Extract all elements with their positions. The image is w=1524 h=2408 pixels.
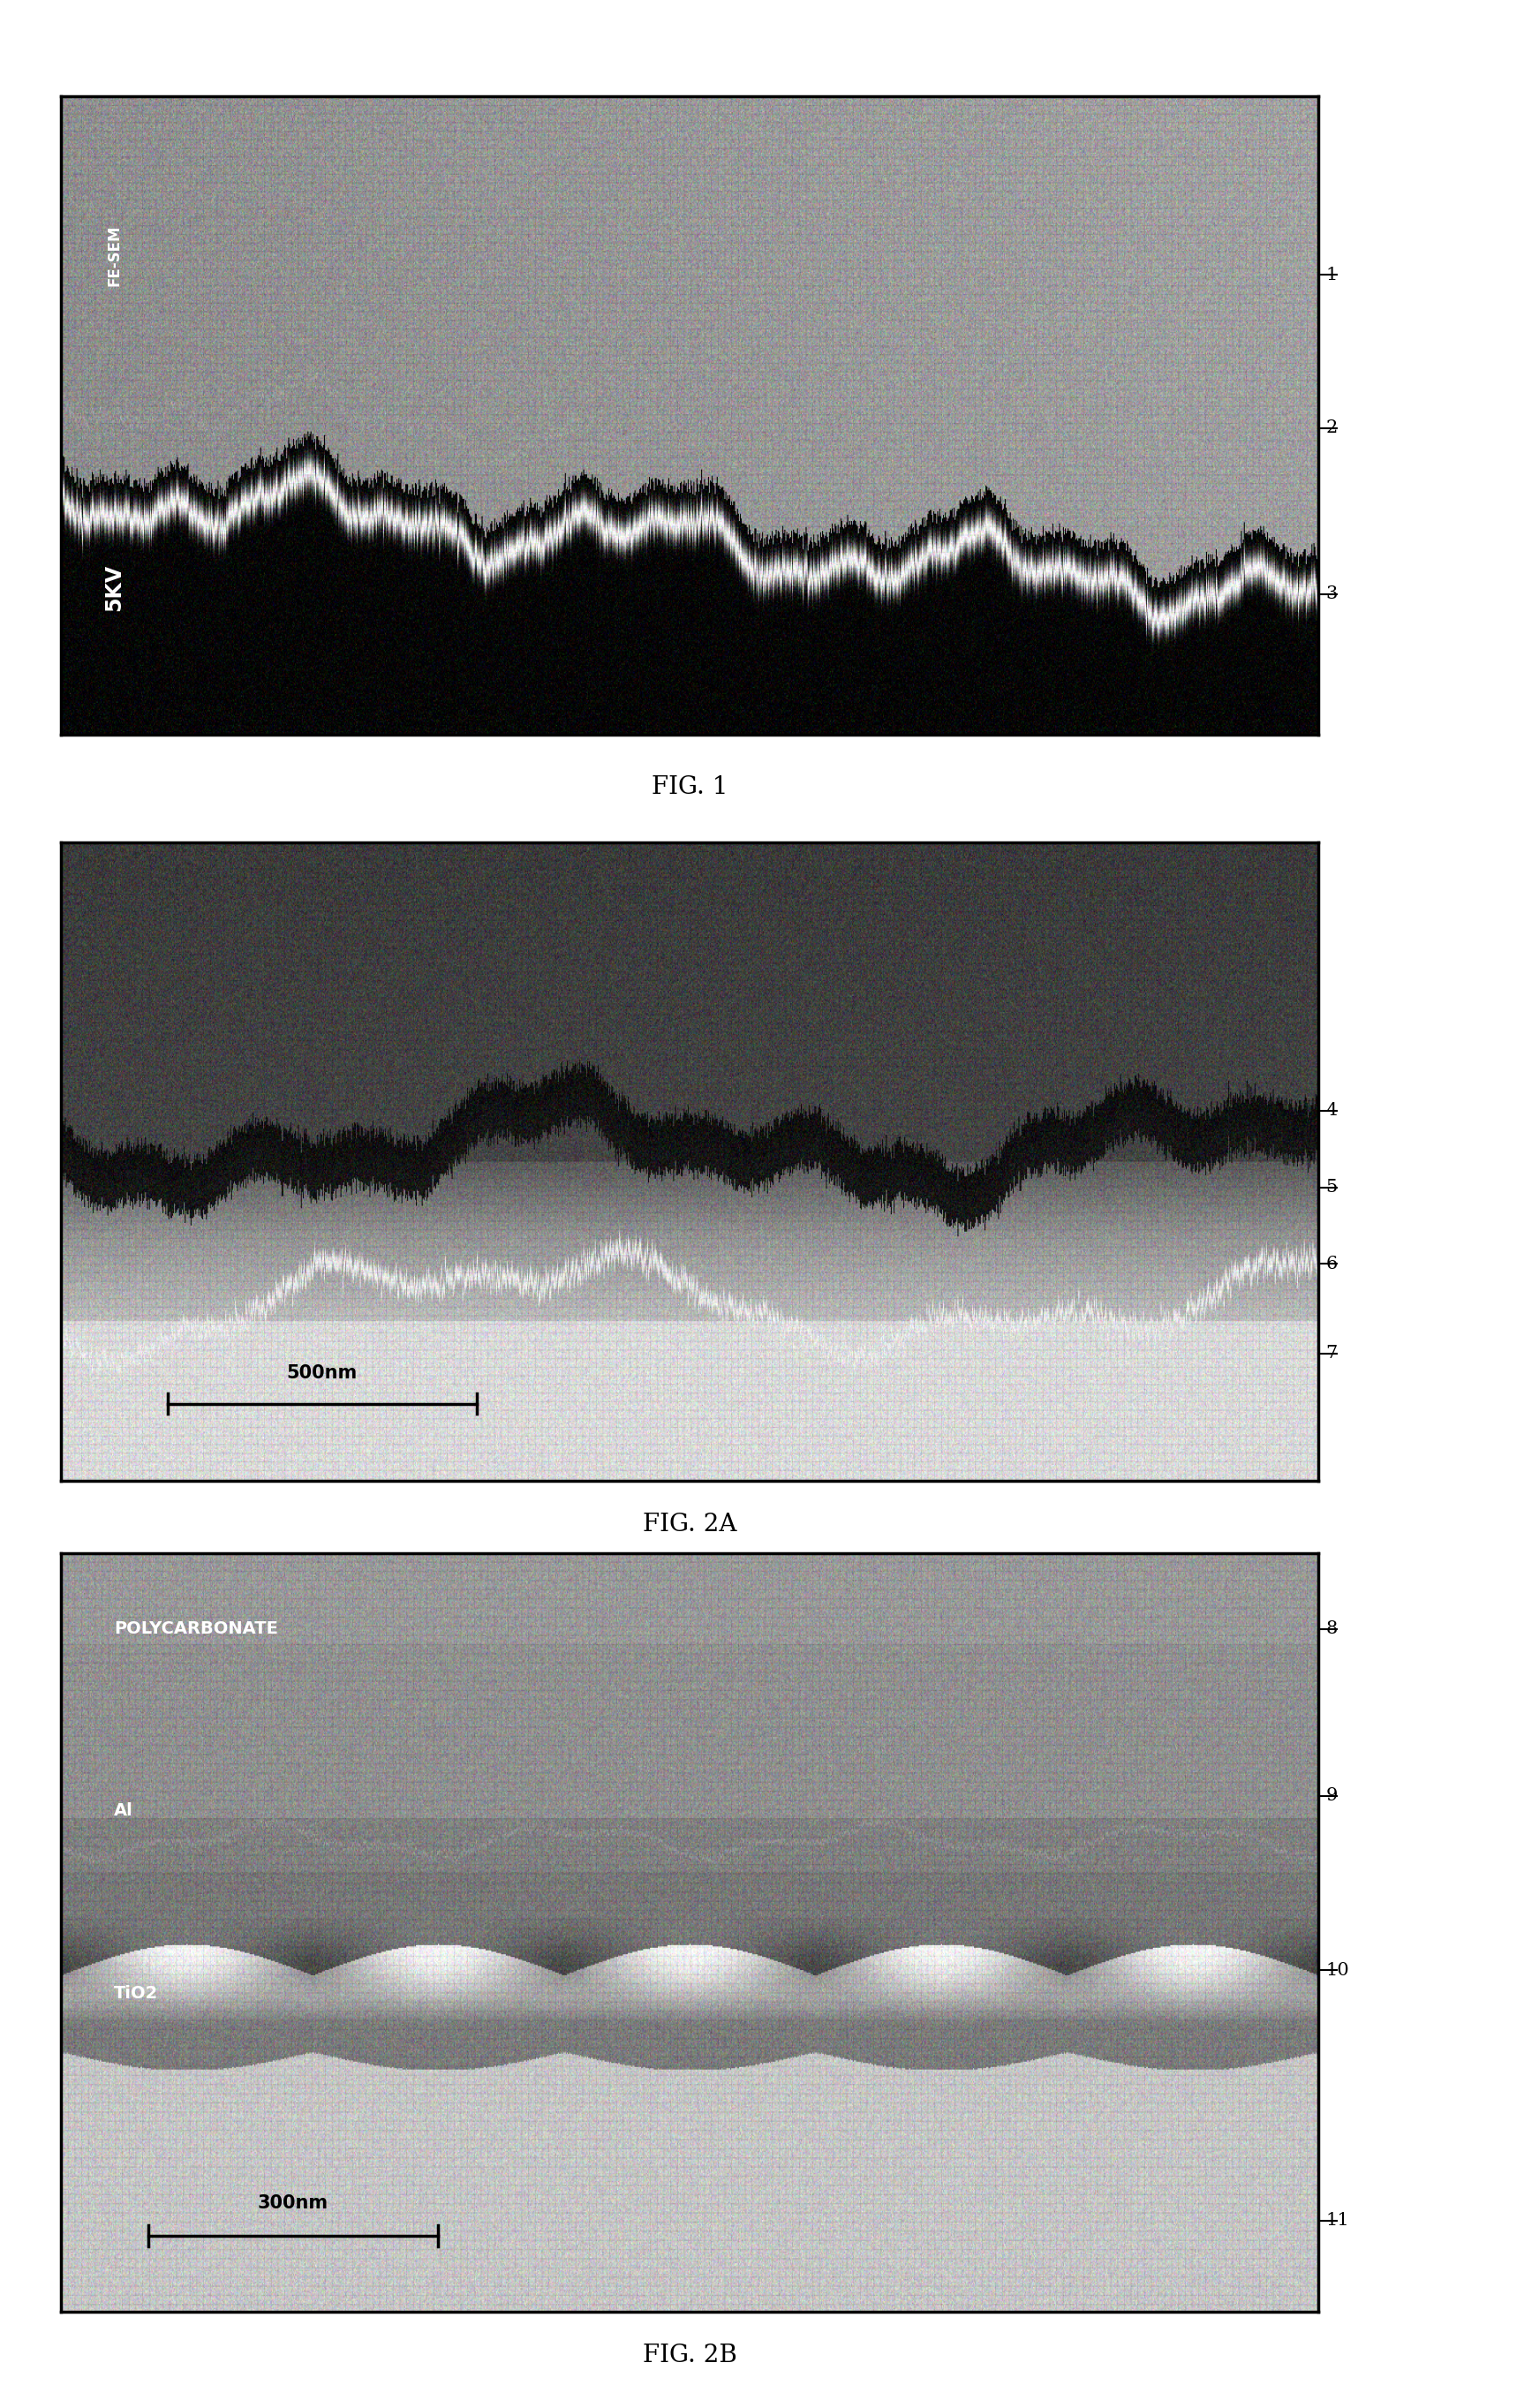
Text: Al: Al bbox=[114, 1804, 134, 1820]
Text: TiO2: TiO2 bbox=[114, 1984, 158, 2001]
Text: 3: 3 bbox=[1326, 585, 1338, 602]
Text: FIG. 2B: FIG. 2B bbox=[643, 2343, 736, 2367]
Text: FE-SEM: FE-SEM bbox=[107, 226, 122, 287]
Text: 5KV: 5KV bbox=[104, 563, 125, 612]
Text: 300nm: 300nm bbox=[258, 2194, 329, 2213]
Text: 10: 10 bbox=[1326, 1963, 1349, 1979]
Text: 5: 5 bbox=[1326, 1180, 1338, 1197]
Text: 1: 1 bbox=[1326, 267, 1338, 284]
Text: 11: 11 bbox=[1326, 2213, 1349, 2230]
Text: 4: 4 bbox=[1326, 1103, 1338, 1120]
Text: 7: 7 bbox=[1326, 1346, 1338, 1361]
Text: 8: 8 bbox=[1326, 1621, 1338, 1637]
Text: POLYCARBONATE: POLYCARBONATE bbox=[114, 1621, 279, 1637]
Text: 2: 2 bbox=[1326, 419, 1338, 436]
Text: FIG. 2A: FIG. 2A bbox=[643, 1512, 736, 1536]
Text: 6: 6 bbox=[1326, 1255, 1338, 1271]
Text: 9: 9 bbox=[1326, 1787, 1338, 1804]
Text: 500nm: 500nm bbox=[287, 1363, 358, 1382]
Text: FIG. 1: FIG. 1 bbox=[651, 775, 728, 799]
